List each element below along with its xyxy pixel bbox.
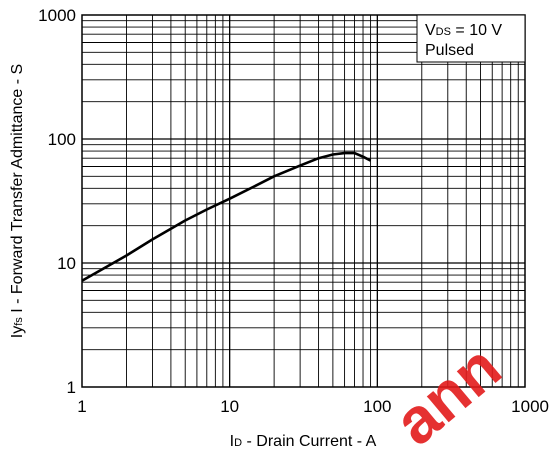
y-tick-label: 10	[57, 254, 76, 273]
grid	[82, 15, 525, 387]
annotation-line1: VDS = 10 V	[425, 22, 502, 39]
y-tick-label: 1	[67, 378, 76, 397]
y-tick-label: 100	[48, 130, 76, 149]
y-tick-labels: 1 10 100 1000	[38, 6, 76, 397]
series-line	[81, 151, 372, 282]
x-tick-label: 10	[220, 397, 239, 416]
x-tick-label: 1000	[511, 397, 549, 416]
x-tick-label: 100	[363, 397, 391, 416]
y-tick-label: 1000	[38, 6, 76, 25]
x-axis-label: ID - Drain Current - A	[230, 433, 377, 450]
x-tick-labels: 1 10 100 1000	[77, 397, 549, 416]
x-tick-label: 1	[77, 397, 86, 416]
annotation-box	[416, 14, 526, 63]
y-axis-label: Iyfs I - Forward Transfer Admittance - S	[9, 64, 26, 338]
plot-frame	[81, 14, 526, 388]
annotation-line2: Pulsed	[425, 42, 474, 59]
